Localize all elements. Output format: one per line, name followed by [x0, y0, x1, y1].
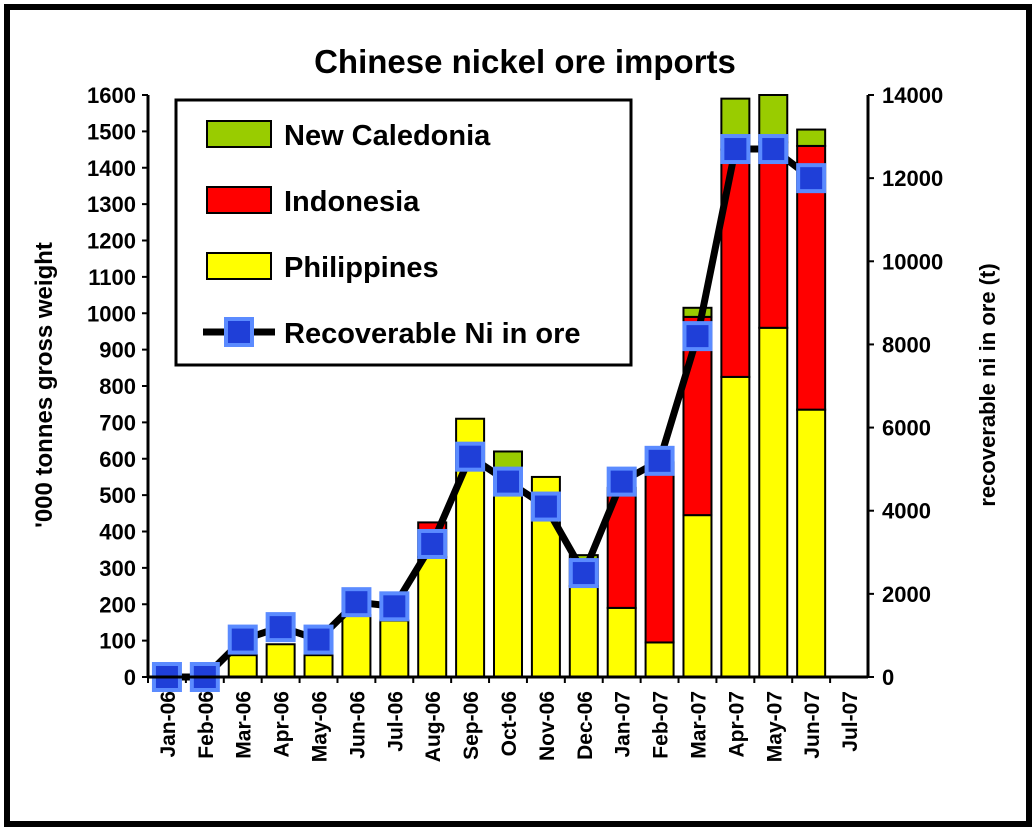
y-tick-left-label: 0: [124, 665, 136, 690]
ni-marker-jan-07: [606, 466, 637, 497]
y-tick-left-label: 200: [99, 592, 136, 617]
bar-philippines-feb-07: [644, 641, 675, 678]
ni-marker-mar-07: [682, 321, 713, 352]
x-tick-label: Jan-06: [157, 691, 180, 758]
ni-marker-jul-06: [379, 591, 410, 622]
y-tick-left-label: 700: [99, 410, 136, 435]
x-tick-label: Apr-07: [725, 691, 748, 758]
bar-philippines-may-07: [758, 326, 789, 678]
legend-label-philippines: Philippines: [284, 252, 439, 284]
axes-group: 0 100 200 300 400 500 600 700 800 900 1000 1100 1200…: [87, 83, 943, 762]
bar-philippines-apr-06: [265, 643, 296, 679]
y-tick-left-label: 1200: [87, 229, 136, 254]
ni-marker-jun-06: [341, 587, 372, 618]
x-tick-label: Apr-06: [271, 691, 294, 758]
bar-philippines-mar-07: [682, 514, 713, 678]
y-tick-left-label: 900: [99, 338, 136, 363]
bar-indonesia-jan-07: [606, 486, 637, 609]
ni-marker-aug-06: [417, 528, 448, 559]
bar-philippines-jun-06: [341, 614, 372, 678]
legend-swatch-indonesia: [206, 186, 272, 214]
ni-marker-apr-06: [265, 612, 296, 643]
ni-marker-may-06: [303, 624, 334, 655]
y-tick-left-label: 1600: [87, 83, 136, 108]
bar-indonesia-may-07: [758, 141, 789, 329]
y-tick-left-label: 1500: [87, 119, 136, 144]
x-tick-label: Nov-06: [536, 691, 559, 761]
y-tick-right-label: 2000: [882, 582, 931, 607]
x-tick-label: Mar-06: [233, 691, 256, 759]
x-tick-label: Jul-06: [384, 691, 407, 752]
ni-marker-mar-06: [227, 624, 258, 655]
bar-philippines-dec-06: [568, 585, 599, 678]
y-tick-left-label: 400: [99, 520, 136, 545]
x-tick-label: Aug-06: [422, 691, 445, 762]
legend-swatch-philippines: [206, 252, 272, 280]
x-tick-label: Jan-07: [612, 691, 635, 758]
y-tick-right-label: 10000: [882, 249, 943, 274]
x-tick-label: Oct-06: [498, 691, 521, 756]
bar-philippines-mar-06: [227, 654, 258, 678]
bar-philippines-may-06: [303, 654, 334, 678]
y-tick-left-label: 1100: [88, 265, 136, 290]
legend-swatch-new-caledonia: [206, 120, 272, 148]
bar-philippines-apr-07: [720, 375, 751, 678]
x-tick-label: Mar-07: [687, 691, 710, 759]
ni-marker-nov-06: [530, 491, 561, 522]
x-tick-label: May-06: [309, 691, 332, 762]
chart-title: Chinese nickel ore imports: [314, 43, 736, 80]
x-tick-label: Jul-07: [839, 691, 862, 752]
bar-new-caledonia-jun-07: [796, 128, 827, 147]
x-tick-label: Dec-06: [574, 691, 597, 760]
y-tick-right-label: 4000: [882, 499, 931, 524]
y-tick-right-label: 12000: [882, 166, 943, 191]
x-tick-label: May-07: [763, 691, 786, 762]
ni-marker-oct-06: [493, 466, 523, 497]
legend-label-new-caledonia: New Caledonia: [284, 120, 491, 152]
legend-label-recoverable-ni-in-ore: Recoverable Ni in ore: [284, 318, 581, 350]
ni-marker-jun-07: [796, 163, 827, 194]
y-tick-left-label: 500: [99, 483, 136, 508]
bar-philippines-jul-06: [379, 619, 410, 679]
y-tick-left-label: 800: [99, 374, 136, 399]
y-tick-left-label: 600: [99, 447, 136, 472]
ni-marker-sep-06: [455, 441, 486, 472]
x-tick-label: Jun-06: [346, 691, 369, 759]
ni-marker-apr-07: [720, 134, 751, 165]
y-tick-left-label: 1400: [87, 156, 136, 181]
bar-indonesia-feb-07: [644, 461, 675, 644]
y-tick-left-label: 100: [99, 629, 136, 654]
x-tick-label: Sep-06: [460, 691, 483, 760]
y-tick-left-label: 1300: [87, 192, 136, 217]
y-tick-right-label: 0: [882, 665, 894, 690]
y-tick-right-label: 6000: [882, 416, 931, 441]
bar-philippines-jun-07: [796, 408, 827, 678]
x-tick-label: Feb-06: [195, 691, 218, 759]
bar-philippines-aug-06: [417, 555, 448, 679]
ni-marker-feb-07: [644, 445, 675, 476]
legend-marker-swatch: [224, 317, 254, 347]
legend-label-indonesia: Indonesia: [284, 186, 420, 218]
y-tick-left-label: 300: [99, 556, 136, 581]
bar-philippines-oct-06: [493, 486, 523, 678]
x-tick-label: Jun-07: [801, 691, 824, 759]
ni-line-group: [151, 134, 827, 692]
y-tick-right-label: 8000: [882, 332, 931, 357]
y-tick-left-label: 1000: [87, 301, 136, 326]
y-axis-label-right: recoverable ni in ore (t): [975, 263, 1000, 506]
bar-philippines-jan-07: [606, 606, 637, 679]
x-tick-label: Feb-07: [650, 691, 673, 759]
y-tick-right-label: 14000: [882, 83, 943, 108]
bar-new-caledonia-mar-07: [682, 306, 713, 318]
y-axis-label-left: '000 tonnes gross weight: [31, 242, 58, 528]
legend: New Caledonia Indonesia Philippines Recover…: [174, 98, 633, 367]
ni-marker-may-07: [758, 134, 789, 165]
ni-marker-dec-06: [568, 558, 599, 589]
